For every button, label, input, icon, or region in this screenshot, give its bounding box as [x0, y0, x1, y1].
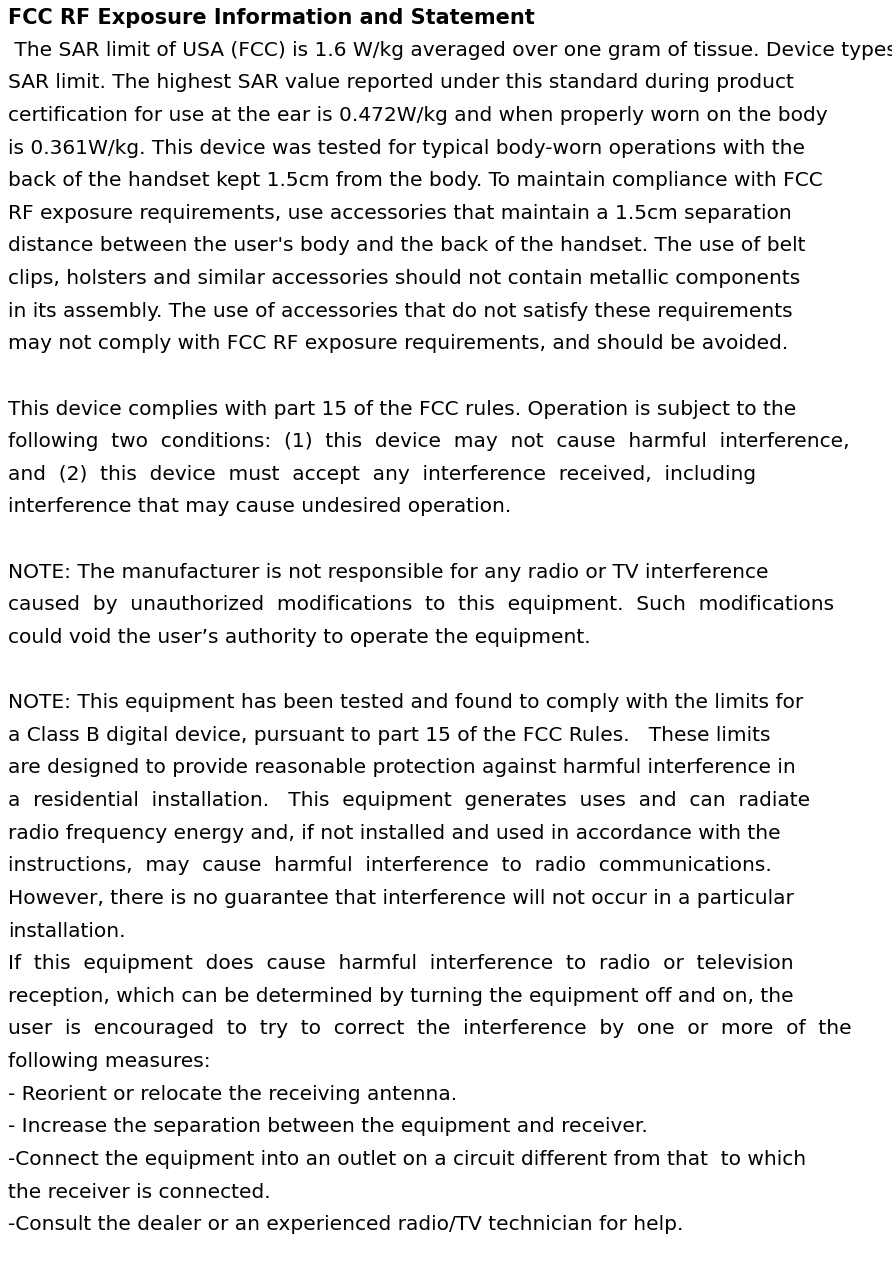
Text: user  is  encouraged  to  try  to  correct  the  interference  by  one  or  more: user is encouraged to try to correct the…: [8, 1019, 852, 1038]
Text: radio frequency energy and, if not installed and used in accordance with the: radio frequency energy and, if not insta…: [8, 824, 780, 843]
Text: - Reorient or relocate the receiving antenna.: - Reorient or relocate the receiving ant…: [8, 1084, 457, 1103]
Text: may not comply with FCC RF exposure requirements, and should be avoided.: may not comply with FCC RF exposure requ…: [8, 335, 789, 354]
Text: and  (2)  this  device  must  accept  any  interference  received,  including: and (2) this device must accept any inte…: [8, 465, 756, 484]
Text: interference that may cause undesired operation.: interference that may cause undesired op…: [8, 497, 511, 516]
Text: following  two  conditions:  (1)  this  device  may  not  cause  harmful  interf: following two conditions: (1) this devic…: [8, 432, 849, 451]
Text: clips, holsters and similar accessories should not contain metallic components: clips, holsters and similar accessories …: [8, 269, 800, 288]
Text: certification for use at the ear is 0.472W/kg and when properly worn on the body: certification for use at the ear is 0.47…: [8, 105, 828, 124]
Text: instructions,  may  cause  harmful  interference  to  radio  communications.: instructions, may cause harmful interfer…: [8, 856, 772, 875]
Text: - Increase the separation between the equipment and receiver.: - Increase the separation between the eq…: [8, 1117, 648, 1136]
Text: are designed to provide reasonable protection against harmful interference in: are designed to provide reasonable prote…: [8, 758, 796, 777]
Text: SAR limit. The highest SAR value reported under this standard during product: SAR limit. The highest SAR value reporte…: [8, 74, 794, 93]
Text: the receiver is connected.: the receiver is connected.: [8, 1183, 270, 1202]
Text: could void the user’s authority to operate the equipment.: could void the user’s authority to opera…: [8, 628, 591, 647]
Text: installation.: installation.: [8, 922, 126, 941]
Text: -Consult the dealer or an experienced radio/TV technician for help.: -Consult the dealer or an experienced ra…: [8, 1215, 683, 1234]
Text: back of the handset kept 1.5cm from the body. To maintain compliance with FCC: back of the handset kept 1.5cm from the …: [8, 171, 822, 190]
Text: This device complies with part 15 of the FCC rules. Operation is subject to the: This device complies with part 15 of the…: [8, 399, 797, 418]
Text: following measures:: following measures:: [8, 1052, 211, 1071]
Text: a  residential  installation.   This  equipment  generates  uses  and  can  radi: a residential installation. This equipme…: [8, 791, 810, 810]
Text: is 0.361W/kg. This device was tested for typical body-worn operations with the: is 0.361W/kg. This device was tested for…: [8, 138, 805, 157]
Text: distance between the user's body and the back of the handset. The use of belt: distance between the user's body and the…: [8, 236, 805, 255]
Text: NOTE: The manufacturer is not responsible for any radio or TV interference: NOTE: The manufacturer is not responsibl…: [8, 563, 769, 582]
Text: in its assembly. The use of accessories that do not satisfy these requirements: in its assembly. The use of accessories …: [8, 302, 793, 321]
Text: If  this  equipment  does  cause  harmful  interference  to  radio  or  televisi: If this equipment does cause harmful int…: [8, 954, 794, 973]
Text: a Class B digital device, pursuant to part 15 of the FCC Rules.   These limits: a Class B digital device, pursuant to pa…: [8, 725, 771, 744]
Text: NOTE: This equipment has been tested and found to comply with the limits for: NOTE: This equipment has been tested and…: [8, 694, 804, 713]
Text: However, there is no guarantee that interference will not occur in a particular: However, there is no guarantee that inte…: [8, 889, 794, 908]
Text: -Connect the equipment into an outlet on a circuit different from that  to which: -Connect the equipment into an outlet on…: [8, 1150, 806, 1169]
Text: caused  by  unauthorized  modifications  to  this  equipment.  Such  modificatio: caused by unauthorized modifications to …: [8, 595, 834, 614]
Text: reception, which can be determined by turning the equipment off and on, the: reception, which can be determined by tu…: [8, 987, 794, 1006]
Text: FCC RF Exposure Information and Statement: FCC RF Exposure Information and Statemen…: [8, 8, 534, 28]
Text: RF exposure requirements, use accessories that maintain a 1.5cm separation: RF exposure requirements, use accessorie…: [8, 204, 792, 223]
Text: The SAR limit of USA (FCC) is 1.6 W/kg averaged over one gram of tissue. Device : The SAR limit of USA (FCC) is 1.6 W/kg a…: [8, 41, 892, 60]
